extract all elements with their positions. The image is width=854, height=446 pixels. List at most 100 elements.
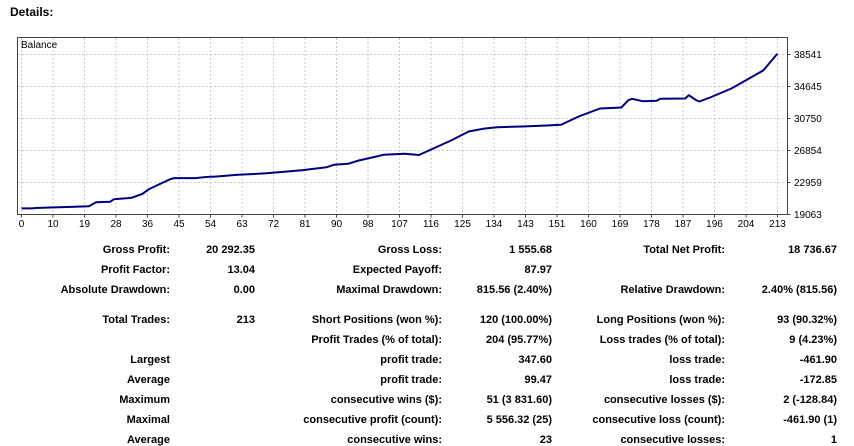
- stat-label-col1: Profit Factor:: [100, 264, 170, 276]
- x-axis-label: 204: [738, 219, 755, 230]
- stat-value-col1: [170, 410, 255, 430]
- x-axis-label: 196: [706, 219, 723, 230]
- stat-label-col2: Short Positions (won %):: [311, 314, 442, 326]
- x-axis-label: 116: [423, 219, 439, 230]
- x-axis-label: 98: [362, 219, 374, 230]
- x-axis-label: 72: [268, 219, 280, 230]
- stat-label-col2: Profit Trades (% of total):: [311, 334, 442, 346]
- chart-border: [17, 37, 788, 215]
- stat-label-col2: consecutive wins:: [347, 434, 442, 446]
- page-title: Details:: [10, 5, 54, 19]
- stat-label-col1: Average: [126, 434, 170, 446]
- x-axis-label: 90: [331, 219, 343, 230]
- x-axis-label: 169: [612, 219, 629, 230]
- x-axis-label: 125: [454, 219, 471, 230]
- x-axis-label: 28: [110, 219, 122, 230]
- stat-value-col2: 815.56 (2.40%): [476, 284, 552, 296]
- x-axis-label: 187: [675, 219, 692, 230]
- x-axis-label: 54: [205, 219, 217, 230]
- table-row: Total Trades: 213 Short Positions (won %…: [0, 310, 854, 330]
- x-axis-label: 160: [580, 219, 597, 230]
- table-row: Absolute Drawdown: 0.00 Maximal Drawdown…: [0, 280, 854, 300]
- stat-label-col2: Gross Loss:: [377, 244, 442, 256]
- stat-value-col3: -461.90 (1): [783, 414, 837, 426]
- stat-value-col2: 51 (3 831.60): [486, 394, 552, 406]
- balance-chart: 0 10 19 28 36 45 54 63 72 81 90 98 107 116 125 134 143 15…: [0, 30, 854, 240]
- x-axis-label: 36: [142, 219, 154, 230]
- stat-label-col1: Gross Profit:: [102, 244, 170, 256]
- stat-value-col3: 1: [830, 434, 837, 446]
- balance-line: [21, 52, 779, 210]
- y-axis-label: 30750: [794, 114, 822, 125]
- stat-value-col2: 87.97: [524, 264, 552, 276]
- stat-label-col2: profit trade:: [380, 374, 442, 386]
- stat-label-col1: Maximum: [119, 394, 170, 406]
- x-axis-label: 151: [549, 219, 566, 230]
- stat-value-col2: 99.47: [524, 374, 552, 386]
- stat-label-col3: [552, 260, 725, 280]
- x-axis-label: 143: [517, 219, 534, 230]
- x-axis-label: 81: [299, 219, 311, 230]
- stat-label-col1: [0, 330, 170, 350]
- stat-value-col1: [170, 370, 255, 390]
- stat-value-col1: [170, 330, 255, 350]
- table-row: Average profit trade: 99.47 loss trade: …: [0, 370, 854, 390]
- stat-value-col1: 213: [236, 314, 255, 326]
- chart-series-label: Balance: [21, 40, 58, 51]
- table-row: Maximal consecutive profit (count): 5 55…: [0, 410, 854, 430]
- x-axis-label: 19: [79, 219, 91, 230]
- y-axis-label: 19063: [794, 210, 822, 221]
- stat-label-col3: consecutive loss (count):: [592, 414, 725, 426]
- stat-value-col3: -461.90: [799, 354, 837, 366]
- x-axis-label: 178: [643, 219, 660, 230]
- stat-label-col1: Average: [126, 374, 170, 386]
- stat-value-col2: 347.60: [518, 354, 552, 366]
- stat-label-col2: profit trade:: [380, 354, 442, 366]
- table-row: Profit Factor: 13.04 Expected Payoff: 87…: [0, 260, 854, 280]
- stat-value-col2: 1 555.68: [509, 244, 552, 256]
- stat-label-col3: Total Net Profit:: [643, 244, 725, 256]
- stat-value-col3: 2 (-128.84): [783, 394, 837, 406]
- stat-label-col1: Total Trades:: [102, 314, 170, 326]
- x-axis-label: 45: [173, 219, 185, 230]
- x-axis-label: 0: [19, 219, 25, 230]
- stat-value-col1: 20 292.35: [206, 244, 255, 256]
- stat-value-col3: 2.40% (815.56): [761, 284, 837, 296]
- stat-value-col2: 120 (100.00%): [479, 314, 552, 326]
- stat-value-col3: -172.85: [799, 374, 837, 386]
- y-axis-label: 22959: [794, 178, 822, 189]
- stat-value-col3: [725, 260, 837, 280]
- x-axis-label: 213: [769, 219, 786, 230]
- stat-label-col2: consecutive profit (count):: [303, 414, 442, 426]
- stat-value-col3: 9 (4.23%): [789, 334, 837, 346]
- stat-value-col1: [170, 350, 255, 370]
- stat-label-col2: Expected Payoff:: [352, 264, 442, 276]
- stat-label-col1: Absolute Drawdown:: [60, 284, 170, 296]
- y-axis-label: 38541: [794, 50, 822, 61]
- stat-label-col3: loss trade:: [669, 354, 725, 366]
- y-axis-label: 34645: [794, 82, 822, 93]
- stat-value-col3: 18 736.67: [788, 244, 837, 256]
- stat-label-col2: Maximal Drawdown:: [336, 284, 442, 296]
- stat-label-col3: loss trade:: [669, 374, 725, 386]
- stat-label-col3: Long Positions (won %):: [596, 314, 725, 326]
- table-row: Largest profit trade: 347.60 loss trade:…: [0, 350, 854, 370]
- table-row: Gross Profit: 20 292.35 Gross Loss: 1 55…: [0, 240, 854, 260]
- stat-label-col3: consecutive losses ($):: [603, 394, 725, 406]
- stat-label-col2: consecutive wins ($):: [330, 394, 442, 406]
- x-axis-label: 63: [236, 219, 248, 230]
- x-axis-label: 10: [47, 219, 59, 230]
- stat-value-col1: [170, 390, 255, 410]
- stat-value-col3: 93 (90.32%): [777, 314, 837, 326]
- x-axis-label: 107: [391, 219, 408, 230]
- stat-value-col2: 5 556.32 (25): [486, 414, 552, 426]
- stats-table: Gross Profit: 20 292.35 Gross Loss: 1 55…: [0, 240, 854, 446]
- stat-label-col3: Loss trades (% of total):: [599, 334, 725, 346]
- table-row: Maximum consecutive wins ($): 51 (3 831.…: [0, 390, 854, 410]
- stat-value-col1: 0.00: [233, 284, 255, 296]
- y-axis-label: 26854: [794, 146, 822, 157]
- stat-label-col1: Maximal: [126, 414, 170, 426]
- stat-value-col1: [170, 430, 255, 446]
- stat-label-col1: Largest: [130, 354, 170, 366]
